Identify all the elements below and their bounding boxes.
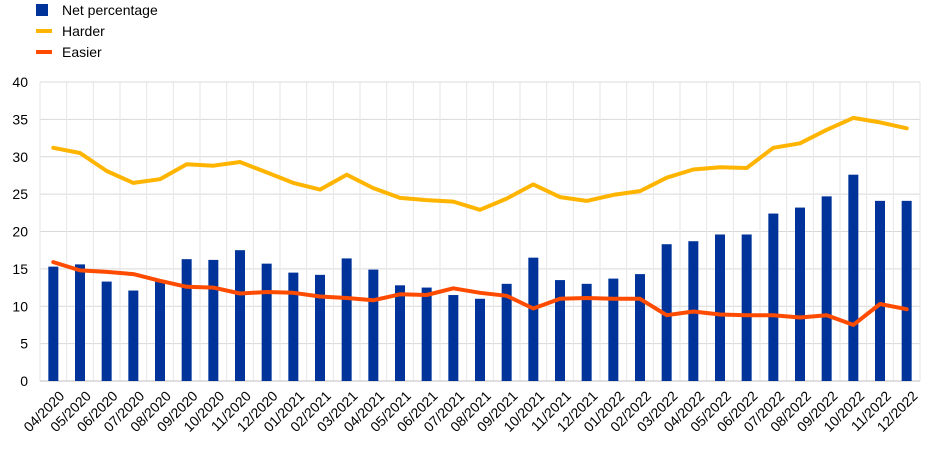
y-tick-label: 15 xyxy=(12,261,28,277)
bar-net-percentage xyxy=(101,281,112,381)
bar-net-percentage xyxy=(848,174,859,381)
y-tick-label: 0 xyxy=(20,373,28,389)
bar-net-percentage xyxy=(741,234,752,381)
y-tick-label: 5 xyxy=(20,336,28,352)
y-tick-label: 20 xyxy=(12,224,28,240)
bar-net-percentage xyxy=(75,264,85,381)
bar-net-percentage xyxy=(235,250,245,381)
bar-net-percentage xyxy=(795,207,805,381)
bar-series-net-percentage xyxy=(48,174,912,381)
bar-net-percentage xyxy=(581,283,592,381)
bar-net-percentage xyxy=(341,258,352,381)
bar-net-percentage xyxy=(715,234,725,381)
y-tick-label: 35 xyxy=(12,111,28,127)
bar-net-percentage xyxy=(155,281,165,381)
bar-net-percentage xyxy=(635,274,645,381)
legend-label: Net percentage xyxy=(62,2,158,18)
bar-net-percentage xyxy=(555,280,565,381)
bar-net-percentage xyxy=(661,244,672,381)
legend-item-net-percentage: Net percentage xyxy=(36,2,158,18)
bar-net-percentage xyxy=(528,257,539,381)
bar-net-percentage xyxy=(395,285,405,381)
line-series-group xyxy=(51,115,909,327)
bar-net-percentage xyxy=(501,283,512,381)
bar-net-percentage xyxy=(768,213,779,381)
y-tick-label: 30 xyxy=(12,149,28,165)
legend-label: Easier xyxy=(62,44,102,60)
bar-net-percentage xyxy=(875,200,885,381)
legend-item-harder: Harder xyxy=(36,23,105,39)
y-tick-label: 10 xyxy=(12,298,28,314)
y-axis: 0 5 10 15 20 25 30 35 40 xyxy=(12,74,28,389)
line-harder xyxy=(51,115,909,212)
legend-swatch xyxy=(36,4,48,16)
legend: Net percentage Harder Easier xyxy=(36,2,158,60)
bar-net-percentage xyxy=(208,259,219,381)
y-tick-label: 40 xyxy=(12,74,28,90)
bar-net-percentage xyxy=(181,259,192,381)
bar-net-percentage xyxy=(475,298,485,381)
bar-net-percentage xyxy=(821,196,832,381)
bar-net-percentage xyxy=(608,278,619,381)
bar-net-percentage xyxy=(901,200,912,381)
bar-net-percentage xyxy=(48,266,59,381)
bar-net-percentage xyxy=(128,290,139,381)
bar-net-percentage xyxy=(288,272,299,381)
bar-net-percentage xyxy=(368,269,379,381)
bar-net-percentage xyxy=(448,295,459,381)
bar-net-percentage xyxy=(315,274,325,381)
y-tick-label: 25 xyxy=(12,186,28,202)
bar-net-percentage xyxy=(261,263,272,381)
x-axis: 04/202005/202006/202007/202008/202009/20… xyxy=(20,388,921,435)
bar-net-percentage xyxy=(421,287,432,381)
legend-item-easier: Easier xyxy=(36,44,102,60)
line-easier xyxy=(51,260,909,327)
legend-label: Harder xyxy=(62,23,105,39)
